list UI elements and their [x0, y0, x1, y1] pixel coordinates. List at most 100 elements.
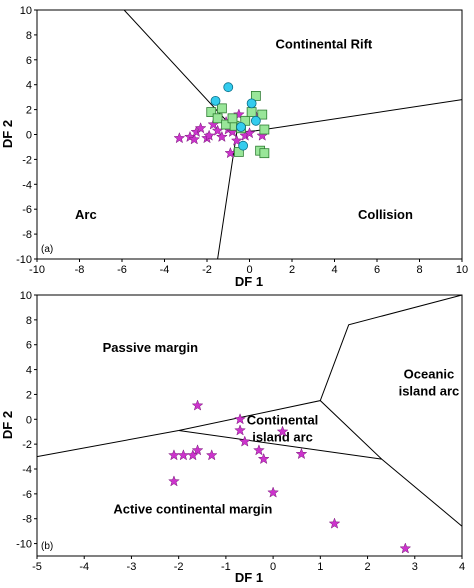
y-tick-label: 8	[26, 30, 32, 42]
boundary-line	[178, 430, 382, 460]
region-label: Collision	[358, 207, 413, 222]
x-tick-label: 4	[459, 561, 465, 573]
x-axis-title: DF 1	[235, 274, 263, 289]
star-marker	[328, 517, 341, 529]
region-label: island arc	[252, 430, 313, 445]
square-marker	[259, 124, 270, 135]
star-marker	[295, 447, 308, 460]
y-axis-title: DF 2	[0, 120, 15, 148]
y-tick-label: 8	[26, 315, 32, 327]
x-axis-title: DF 1	[235, 570, 263, 585]
region-labels: Continental Rift Arc Collision	[75, 37, 413, 223]
y-tick-label: 0	[26, 130, 32, 142]
square-marker	[257, 109, 268, 120]
star-marker	[173, 132, 186, 144]
y-tick-label: 2	[26, 105, 32, 117]
x-tick-label: 10	[456, 264, 468, 276]
y-tick-label: 6	[26, 340, 32, 352]
panel-label: (b)	[41, 541, 53, 552]
panel-label: (a)	[41, 244, 53, 255]
star-marker	[203, 129, 216, 141]
x-axis-ticks: -5 -4 -3 -2 -1 0 1 2 3 4	[32, 556, 465, 573]
y-tick-label: -4	[22, 464, 32, 476]
y-tick-label: -6	[22, 204, 32, 216]
y-tick-label: -2	[22, 154, 32, 166]
x-tick-label: 4	[331, 264, 337, 276]
region-labels: Passive margin Oceanic island arc Continent…	[103, 340, 460, 517]
y-tick-label: 10	[20, 290, 32, 302]
y-tick-label: -10	[16, 539, 32, 551]
y-tick-label: 6	[26, 55, 32, 67]
x-tick-label: -5	[32, 561, 42, 573]
star-marker	[399, 542, 412, 554]
region-label: Continental	[247, 412, 319, 427]
star-marker	[238, 435, 251, 447]
star-marker	[188, 133, 201, 145]
boundary-lines	[36, 294, 463, 527]
y-tick-label: 2	[26, 389, 32, 401]
x-tick-label: 6	[374, 264, 380, 276]
star-marker	[267, 486, 280, 498]
x-tick-label: -2	[202, 264, 212, 276]
y-tick-label: 4	[26, 80, 32, 92]
data-points	[173, 82, 270, 159]
region-label: Oceanic	[404, 366, 455, 381]
star-marker	[215, 130, 228, 143]
star-marker	[234, 424, 246, 436]
square-marker	[212, 113, 223, 124]
square-marker	[216, 103, 227, 114]
star-marker	[168, 475, 180, 487]
x-tick-label: -8	[75, 264, 85, 276]
y-axis-title: DF 2	[0, 411, 15, 439]
x-tick-label: 2	[364, 561, 370, 573]
x-tick-label: -4	[160, 264, 170, 276]
square-marker	[206, 107, 217, 117]
x-tick-label: 8	[416, 264, 422, 276]
region-label: Active continental margin	[113, 502, 272, 517]
y-tick-label: -2	[22, 439, 32, 451]
x-tick-label: -6	[117, 264, 127, 276]
circle-marker	[238, 140, 249, 151]
circle-marker	[236, 122, 246, 132]
x-tick-label: 0	[270, 561, 276, 573]
region-label: Continental Rift	[275, 37, 372, 52]
y-tick-label: 10	[20, 5, 32, 17]
star-marker	[232, 108, 245, 120]
star-marker	[191, 399, 204, 411]
y-tick-label: -10	[16, 254, 32, 266]
x-tick-label: 1	[317, 561, 323, 573]
circle-marker	[223, 82, 234, 93]
y-tick-label: 4	[26, 365, 32, 377]
star-marker	[194, 122, 207, 134]
x-axis-ticks: -10 -8 -6 -4 -2 0 2 4 6 8 10	[29, 259, 468, 276]
x-tick-label: -10	[29, 264, 45, 276]
square-marker	[246, 107, 257, 117]
plot-frame	[36, 294, 463, 557]
y-tick-label: -8	[22, 229, 32, 241]
data-points	[168, 399, 412, 554]
y-tick-label: 0	[26, 414, 32, 426]
y-tick-label: -6	[22, 489, 32, 501]
y-axis-ticks: -10 -8 -6 -4 -2 0 2 4 6 8 10	[16, 290, 37, 551]
panel-a: -10 -8 -6 -4 -2 0 2 4 6 8 10 -10 -8 -6 -4 -2 0 2 4 6 8 10 Co…	[0, 5, 468, 289]
x-tick-label: 2	[289, 264, 295, 276]
star-marker	[253, 444, 265, 456]
square-marker	[259, 148, 270, 159]
star-marker	[191, 444, 204, 456]
circle-marker	[210, 95, 221, 106]
square-marker	[250, 91, 261, 101]
region-label: Arc	[75, 207, 97, 222]
x-tick-label: -3	[127, 561, 137, 573]
x-tick-label: -2	[174, 561, 184, 573]
star-marker	[234, 413, 246, 425]
circle-marker	[250, 115, 261, 126]
region-label: island arc	[399, 384, 460, 399]
x-tick-label: 3	[412, 561, 418, 573]
circle-marker	[246, 98, 257, 109]
x-tick-label: -4	[79, 561, 89, 573]
star-marker	[257, 452, 270, 465]
y-axis-ticks: -10 -8 -6 -4 -2 0 2 4 6 8 10	[16, 5, 37, 266]
y-tick-label: -8	[22, 514, 32, 526]
